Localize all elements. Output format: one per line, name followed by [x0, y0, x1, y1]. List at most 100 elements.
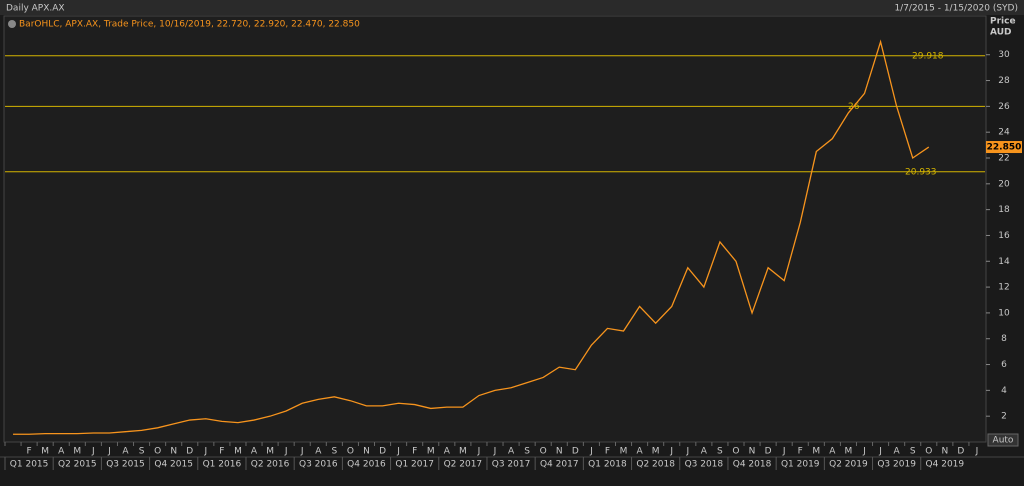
- y-tick-label: 18: [998, 205, 1010, 215]
- x-tick-label: F: [219, 447, 224, 457]
- x-tick-label: M: [266, 447, 274, 457]
- x-tick-label: D: [186, 447, 193, 457]
- quarter-label: Q4 2019: [926, 460, 965, 470]
- quarter-label: Q3 2017: [492, 460, 531, 470]
- x-tick-label: A: [829, 447, 836, 457]
- x-tick-label: J: [396, 447, 400, 457]
- quarter-label: Q1 2015: [10, 460, 49, 470]
- x-tick-label: O: [732, 447, 739, 457]
- header-bar: [0, 0, 1024, 15]
- y-tick-label: 30: [998, 50, 1010, 60]
- x-tick-label: J: [669, 447, 673, 457]
- x-tick-label: N: [941, 447, 948, 457]
- y-tick-label: 14: [998, 257, 1010, 267]
- x-tick-label: O: [347, 447, 354, 457]
- x-tick-label: M: [73, 447, 81, 457]
- x-tick-label: M: [652, 447, 660, 457]
- level-label: 29.918: [912, 51, 944, 61]
- x-tick-label: D: [765, 447, 772, 457]
- x-tick-label: J: [685, 447, 689, 457]
- x-tick-label: D: [379, 447, 386, 457]
- x-tick-label: O: [540, 447, 547, 457]
- quarter-label: Q4 2018: [733, 460, 772, 470]
- x-tick-label: N: [363, 447, 370, 457]
- x-tick-label: M: [234, 447, 242, 457]
- last-price-label: 22.850: [987, 143, 1022, 153]
- quarter-label: Q2 2016: [251, 460, 290, 470]
- y-tick-label: 16: [998, 231, 1010, 241]
- level-label: 20.933: [905, 167, 937, 177]
- y-tick-label: 12: [998, 283, 1009, 293]
- x-tick-label: O: [154, 447, 161, 457]
- x-tick-label: J: [300, 447, 304, 457]
- x-tick-label: N: [749, 447, 756, 457]
- auto-button-label[interactable]: Auto: [993, 436, 1014, 446]
- y-tick-label: 8: [1001, 334, 1007, 344]
- x-tick-label: J: [975, 447, 979, 457]
- y-axis-unit: AUD: [990, 28, 1011, 38]
- y-tick-label: 4: [1001, 386, 1007, 396]
- x-tick-label: A: [315, 447, 322, 457]
- x-tick-label: A: [508, 447, 515, 457]
- quarter-label: Q3 2015: [106, 460, 145, 470]
- x-tick-label: J: [91, 447, 95, 457]
- x-tick-label: A: [58, 447, 65, 457]
- x-tick-label: M: [41, 447, 49, 457]
- x-tick-label: J: [107, 447, 111, 457]
- y-tick-label: 20: [998, 179, 1010, 189]
- quarter-label: Q4 2015: [154, 460, 193, 470]
- x-tick-label: J: [589, 447, 593, 457]
- y-tick-label: 2: [1001, 412, 1007, 422]
- x-tick-label: F: [27, 447, 32, 457]
- y-tick-label: 24: [998, 128, 1010, 138]
- x-tick-label: J: [477, 447, 481, 457]
- x-tick-label: A: [251, 447, 258, 457]
- quarter-label: Q3 2019: [877, 460, 916, 470]
- plot-area: [3, 15, 987, 443]
- quarter-label: Q2 2019: [829, 460, 868, 470]
- x-tick-label: F: [605, 447, 610, 457]
- y-tick-label: 10: [998, 308, 1010, 318]
- x-tick-label: S: [331, 447, 337, 457]
- x-tick-label: J: [284, 447, 288, 457]
- x-tick-label: M: [459, 447, 467, 457]
- x-tick-label: D: [572, 447, 579, 457]
- x-tick-label: S: [717, 447, 723, 457]
- x-tick-label: N: [170, 447, 177, 457]
- quarter-label: Q4 2016: [347, 460, 386, 470]
- x-tick-label: M: [620, 447, 628, 457]
- x-tick-label: S: [910, 447, 916, 457]
- quarter-label: Q2 2017: [444, 460, 483, 470]
- quarter-label: Q2 2015: [58, 460, 97, 470]
- x-tick-label: N: [556, 447, 563, 457]
- last-price-tag: [986, 141, 1022, 154]
- x-tick-label: S: [139, 447, 145, 457]
- quarter-label: Q3 2016: [299, 460, 338, 470]
- y-axis-title: Price: [990, 17, 1016, 27]
- x-tick-label: J: [203, 447, 207, 457]
- quarter-label: Q1 2017: [395, 460, 434, 470]
- x-tick-label: J: [493, 447, 497, 457]
- legend: BarOHLC, APX.AX, Trade Price, 10/16/2019…: [19, 20, 360, 30]
- x-tick-label: A: [701, 447, 708, 457]
- x-tick-label: J: [862, 447, 866, 457]
- date-range: 1/7/2015 - 1/15/2020 (SYD): [894, 4, 1018, 14]
- x-tick-label: A: [122, 447, 129, 457]
- x-tick-label: A: [637, 447, 644, 457]
- x-tick-label: S: [524, 447, 530, 457]
- quarter-label: Q2 2018: [636, 460, 675, 470]
- quarter-label: Q1 2016: [203, 460, 242, 470]
- x-tick-label: O: [925, 447, 932, 457]
- x-tick-label: M: [427, 447, 435, 457]
- y-tick-label: 6: [1001, 360, 1007, 370]
- x-tick-label: D: [957, 447, 964, 457]
- auto-button[interactable]: [987, 433, 1019, 447]
- y-tick-label: 26: [998, 102, 1010, 112]
- price-line: [13, 39, 930, 435]
- x-tick-label: F: [798, 447, 803, 457]
- quarter-label: Q4 2017: [540, 460, 579, 470]
- x-tick-label: F: [412, 447, 417, 457]
- quarter-label: Q3 2018: [685, 460, 724, 470]
- title: Daily APX.AX: [6, 4, 65, 14]
